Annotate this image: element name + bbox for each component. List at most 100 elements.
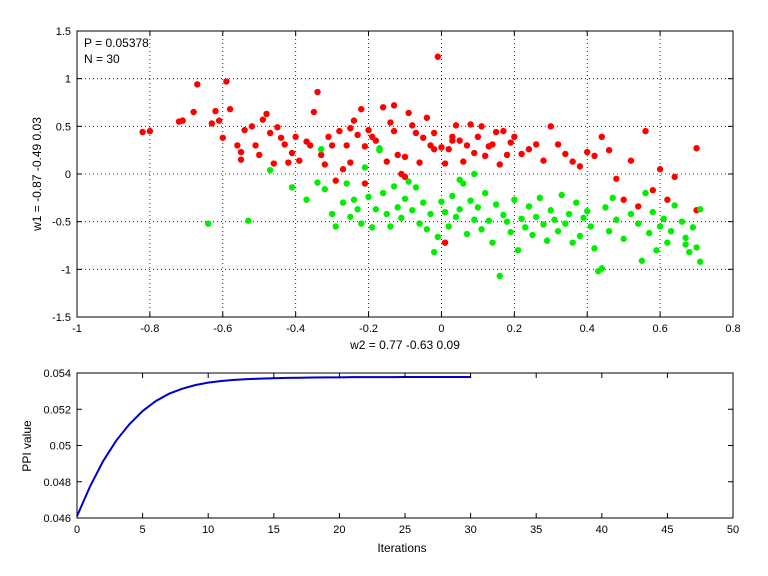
green-point — [492, 201, 500, 208]
scatter-x-ticks: -1 -0.8 -0.6 -0.4 -0.2 0 0.2 0.4 0.6 0.8 — [72, 31, 741, 335]
green-point — [503, 218, 511, 225]
green-point — [383, 210, 390, 218]
red-point — [441, 239, 449, 246]
green-point — [649, 208, 657, 216]
red-point — [208, 120, 216, 127]
green-point — [449, 192, 456, 200]
line-x-tick-label: 50 — [727, 524, 739, 536]
green-point — [328, 210, 336, 218]
green-point — [467, 197, 474, 204]
red-point — [270, 160, 277, 167]
red-point — [449, 137, 456, 144]
red-point — [296, 157, 303, 164]
green-point — [580, 214, 587, 222]
green-point — [540, 221, 547, 228]
green-point — [441, 208, 449, 216]
red-point — [420, 134, 427, 141]
scatter-x-tick-label: -0.4 — [286, 323, 305, 335]
red-point — [372, 137, 380, 144]
green-point — [511, 196, 518, 203]
red-point — [452, 122, 460, 129]
green-point — [390, 183, 398, 190]
red-point — [500, 127, 507, 135]
scatter-x-tick-label: -1 — [72, 323, 82, 335]
annotation-n: N = 30 — [84, 52, 120, 66]
red-point — [266, 129, 274, 137]
green-point — [682, 234, 689, 242]
green-point — [522, 224, 529, 231]
green-point — [678, 218, 686, 225]
line-x-ticks: 0 5 10 15 20 25 30 35 40 45 50 — [74, 373, 739, 536]
green-point — [642, 189, 649, 197]
line-x-label: Iterations — [377, 541, 426, 555]
red-point — [190, 108, 197, 116]
green-point — [667, 228, 675, 235]
red-point — [671, 173, 678, 181]
red-point — [215, 117, 223, 124]
green-point — [288, 184, 296, 191]
red-point — [237, 148, 245, 156]
green-point — [205, 220, 212, 227]
red-point — [430, 129, 438, 137]
line-x-tick-label: 45 — [661, 524, 673, 536]
green-point — [412, 184, 420, 191]
scatter-y-tick-label: 0 — [65, 169, 71, 181]
red-point — [194, 81, 201, 88]
green-point — [394, 204, 401, 211]
scatter-axes: -1 -0.8 -0.6 -0.4 -0.2 0 0.2 0.4 0.6 0.8 -1.5-1-0… — [30, 26, 741, 352]
scatter-y-label: w1 = -0.87 -0.49 0.03 — [30, 117, 44, 232]
scatter-y-tick-label: -0.5 — [52, 217, 71, 229]
green-point — [481, 189, 489, 197]
red-point — [259, 116, 267, 123]
green-point — [343, 180, 350, 187]
red-point — [445, 146, 452, 153]
green-point — [613, 216, 620, 223]
green-point — [314, 179, 321, 186]
red-point — [598, 133, 605, 141]
red-point — [503, 151, 511, 159]
green-point — [347, 213, 354, 221]
green-point — [682, 241, 689, 248]
red-point — [314, 88, 321, 96]
green-point — [653, 247, 660, 254]
red-point — [481, 152, 489, 160]
red-point — [347, 125, 354, 132]
red-point — [591, 152, 598, 160]
line-x-tick-label: 15 — [268, 524, 280, 536]
line-plot-area — [77, 373, 733, 518]
scatter-x-label: w2 = 0.77 -0.63 0.09 — [349, 338, 460, 352]
line-y-tick-label: 0.046 — [43, 513, 71, 525]
red-point — [256, 151, 263, 159]
green-point — [569, 239, 576, 246]
red-point — [489, 141, 496, 148]
scatter-y-ticks: -1.5 -1 -0.5 0 0.5 1 1.5 — [52, 26, 733, 324]
green-point — [664, 239, 671, 246]
red-point — [390, 127, 398, 135]
green-point — [350, 196, 358, 203]
annotation-p: P = 0.05378 — [84, 36, 149, 50]
red-point — [361, 180, 369, 187]
green-point — [387, 223, 394, 230]
scatter-y-tick-label: -1 — [61, 264, 71, 276]
line-x-tick-label: 5 — [140, 524, 146, 536]
green-point — [456, 206, 463, 213]
green-point — [339, 199, 347, 206]
red-point — [438, 144, 445, 151]
green-point — [551, 216, 558, 223]
green-point — [401, 195, 409, 202]
red-point — [332, 177, 339, 184]
green-point — [525, 203, 533, 210]
red-point — [285, 159, 292, 166]
green-point — [405, 178, 412, 185]
red-point — [281, 141, 288, 148]
red-point — [562, 150, 569, 158]
red-point — [584, 148, 591, 156]
green-point — [423, 226, 431, 233]
red-point — [430, 146, 438, 153]
red-point — [613, 175, 620, 182]
green-point — [245, 217, 252, 224]
red-point — [274, 124, 281, 131]
red-point — [387, 119, 394, 126]
scatter-y-tick-label: 1 — [65, 74, 71, 86]
